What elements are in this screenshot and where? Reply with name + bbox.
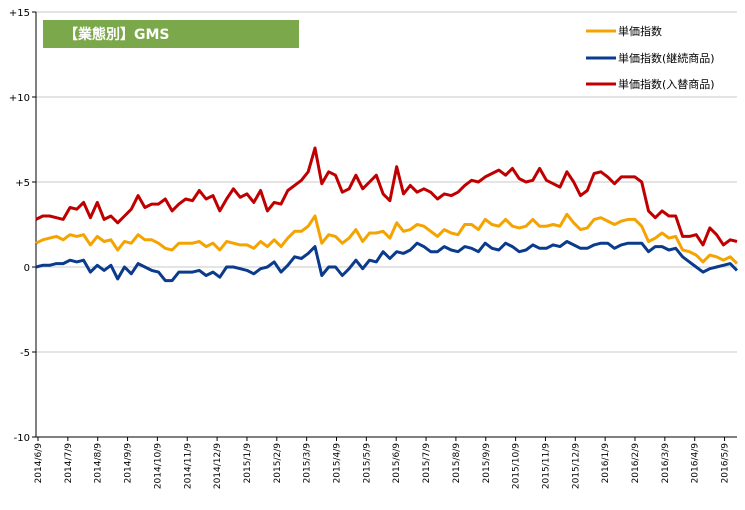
x-tick-label: 2014/12/9 bbox=[213, 443, 223, 489]
series-line-3 bbox=[35, 146, 738, 247]
x-tick-label: 2015/2/9 bbox=[273, 443, 283, 484]
x-tick-label: 2014/8/9 bbox=[94, 443, 104, 484]
x-tick-label: 2015/9/9 bbox=[482, 443, 492, 484]
y-tick-label: +15 bbox=[9, 8, 30, 19]
legend-label-1: 単価指数 bbox=[618, 24, 662, 38]
legend-label-3: 単価指数(入替商品) bbox=[618, 77, 715, 91]
x-tick-label: 2015/10/9 bbox=[512, 443, 522, 489]
x-tick-label: 2016/5/9 bbox=[721, 443, 731, 484]
x-tick-label: 2015/4/9 bbox=[333, 443, 343, 484]
x-axis-tick-labels: 2014/6/9 2014/7/9 2014/8/9 2014/9/9 2014/10/… bbox=[34, 437, 731, 489]
x-tick-label: 2015/6/9 bbox=[392, 443, 402, 484]
y-tick-label: 0 bbox=[24, 263, 30, 274]
x-tick-label: 2014/7/9 bbox=[64, 443, 74, 484]
x-tick-label: 2016/4/9 bbox=[691, 443, 701, 484]
series-line-1 bbox=[35, 212, 739, 265]
x-tick-label: 2015/5/9 bbox=[362, 443, 372, 484]
axes bbox=[35, 12, 737, 438]
y-tick-label: -5 bbox=[20, 348, 30, 359]
x-tick-label: 2016/1/9 bbox=[601, 443, 611, 484]
x-tick-label: 2015/7/9 bbox=[422, 443, 432, 484]
x-tick-label: 2015/8/9 bbox=[452, 443, 462, 484]
series-line-2 bbox=[35, 240, 739, 283]
series-lines bbox=[35, 146, 739, 283]
x-tick-label: 2015/11/9 bbox=[541, 443, 551, 489]
gridlines bbox=[32, 11, 737, 438]
x-tick-label: 2015/3/9 bbox=[303, 443, 313, 484]
x-tick-label: 2015/12/9 bbox=[571, 443, 581, 489]
x-tick-label: 2015/1/9 bbox=[243, 443, 253, 484]
x-tick-label: 2014/11/9 bbox=[183, 443, 193, 489]
y-tick-label: +5 bbox=[15, 178, 30, 189]
x-tick-label: 2014/6/9 bbox=[34, 443, 44, 484]
chart-title-box: 【業態別】GMS bbox=[43, 20, 299, 48]
x-tick-label: 2016/2/9 bbox=[631, 443, 641, 484]
legend-label-2: 単価指数(継続商品) bbox=[618, 51, 715, 65]
y-tick-label: +10 bbox=[9, 93, 30, 104]
x-tick-label: 2016/3/9 bbox=[661, 443, 671, 484]
x-tick-label: 2014/10/9 bbox=[153, 443, 163, 489]
x-tick-label: 2014/9/9 bbox=[124, 443, 134, 484]
y-tick-label: -10 bbox=[14, 433, 30, 444]
chart-title: 【業態別】GMS bbox=[64, 26, 170, 43]
y-axis-tick-labels: +15 +10 +5 0 -5 -10 bbox=[9, 8, 30, 444]
